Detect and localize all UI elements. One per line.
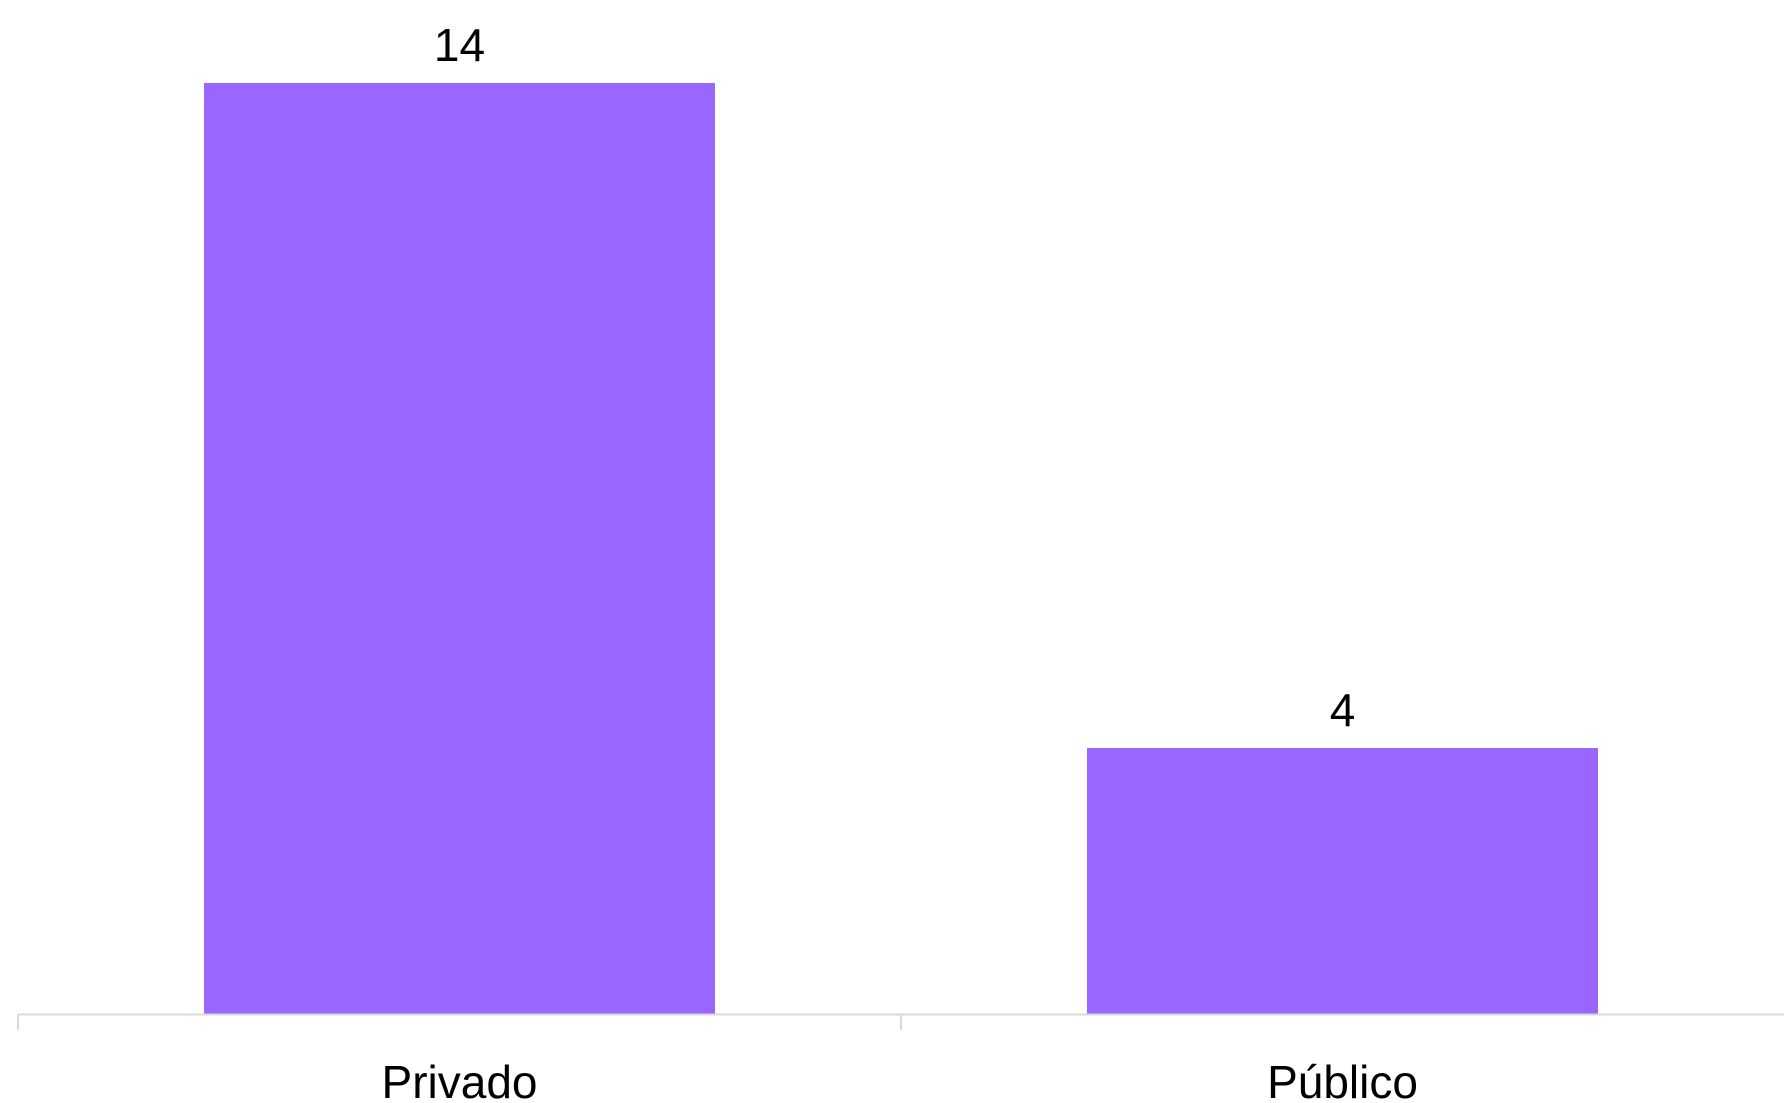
x-tick-label-privado: Privado [382, 1056, 538, 1103]
x-tick-labels-group: Privado Público [382, 1056, 1418, 1103]
data-labels-group: 14 4 [434, 19, 1355, 736]
x-tick-label-publico: Público [1267, 1056, 1418, 1103]
x-axis [17, 1013, 1784, 1030]
bars-group [204, 83, 1598, 1014]
bar-publico [1087, 748, 1598, 1014]
data-label-privado: 14 [434, 19, 485, 71]
bar-privado [204, 83, 715, 1014]
data-label-publico: 4 [1330, 684, 1356, 736]
